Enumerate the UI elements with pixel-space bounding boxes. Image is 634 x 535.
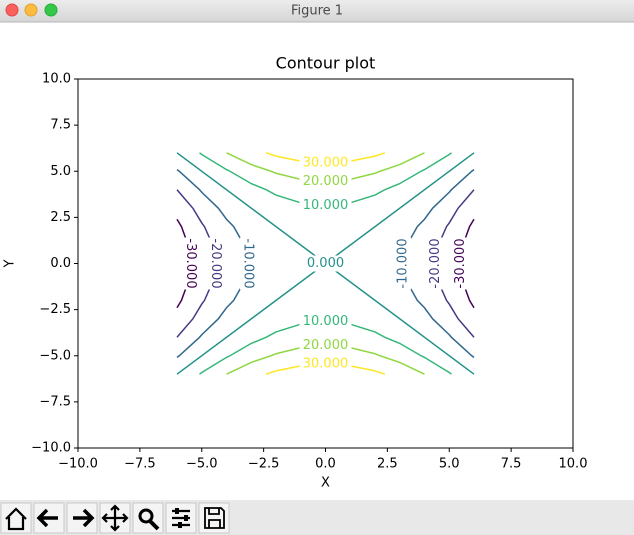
- pan-icon: [101, 504, 129, 532]
- contour-label-group: 10.000: [299, 197, 352, 214]
- y-tick-label: 7.5: [50, 118, 71, 133]
- contour-label: 20.000: [303, 338, 349, 353]
- toolbar-buttons: [0, 502, 230, 534]
- contour-label-group: -20.000: [427, 237, 444, 290]
- contour-label-bg: [299, 154, 352, 171]
- zoom-icon-handle: [148, 519, 160, 531]
- contour-label-bg: [299, 356, 352, 373]
- contour-label-group: -30.000: [452, 237, 469, 290]
- contour-label-bg: [299, 255, 352, 272]
- plot: Contour plot X Y -30.000 -30.000 -20.000 -20.0…: [3, 54, 588, 491]
- contour-label: -20.000: [428, 238, 443, 288]
- contour-label-group: -10.000: [395, 237, 412, 290]
- contour-label: 10.000: [303, 198, 349, 213]
- x-tick-label: −7.5: [124, 457, 156, 472]
- contour-label-group: 20.000: [299, 173, 352, 190]
- contour-label-group: -20.000: [207, 237, 224, 290]
- contour-label-bg: [239, 237, 256, 290]
- x-tick-label: 2.5: [377, 457, 398, 472]
- y-tick-label: −5.0: [39, 348, 71, 363]
- y-tick-label: −7.5: [39, 394, 71, 409]
- y-tick-label: 5.0: [50, 164, 71, 179]
- y-tick-label: 0.0: [50, 256, 71, 271]
- back-icon: [36, 508, 58, 528]
- contour-label-group: 10.000: [299, 313, 352, 330]
- contour-label: 30.000: [303, 155, 349, 170]
- close-button[interactable]: [5, 3, 19, 17]
- contour-label: -30.000: [453, 238, 468, 288]
- contour-label: -20.000: [208, 238, 223, 288]
- window-title: Figure 1: [291, 4, 343, 19]
- contour-label-bg: [299, 313, 352, 330]
- contour-label: 20.000: [303, 174, 349, 189]
- contour-label-bg: [395, 237, 412, 290]
- x-axis-label: X: [321, 476, 330, 491]
- contour-label-bg: [299, 197, 352, 214]
- x-tick-label: 7.5: [501, 457, 522, 472]
- contour-label-bg: [182, 237, 199, 290]
- x-tick-label: 0.0: [315, 457, 336, 472]
- contour-label: -10.000: [396, 238, 411, 288]
- axes-frame: [77, 78, 574, 449]
- contour-label: 30.000: [303, 357, 349, 372]
- contour-label: -10.000: [240, 238, 255, 288]
- zoom-button[interactable]: [44, 3, 58, 17]
- zoom-icon: [138, 508, 154, 524]
- contour-label-group: 0.000: [299, 255, 352, 272]
- save-icon: [204, 507, 225, 529]
- contour-label-group: 30.000: [299, 356, 352, 373]
- configure-icon-knobs: [175, 508, 188, 528]
- contour-label: 0.000: [307, 256, 344, 271]
- home-icon: [5, 507, 27, 531]
- y-tick-label: −2.5: [39, 302, 71, 317]
- minimize-button[interactable]: [24, 3, 38, 17]
- y-axis-label: Y: [3, 259, 18, 268]
- contour-label-group: -30.000: [182, 237, 199, 290]
- forward-icon: [73, 508, 95, 528]
- contour-label-bg: [299, 337, 352, 354]
- contour-label-group: 20.000: [299, 337, 352, 354]
- contour-label: -30.000: [183, 238, 198, 288]
- x-tick-label: 5.0: [439, 457, 460, 472]
- y-tick-label: 2.5: [50, 210, 71, 225]
- x-tick-label: −5.0: [186, 457, 218, 472]
- y-tick-label: 10.0: [42, 72, 71, 87]
- contour-label-group: -10.000: [239, 237, 256, 290]
- title-bar: [0, 0, 634, 22]
- x-tick-label: −10.0: [58, 457, 98, 472]
- contour-label-bg: [299, 173, 352, 190]
- contour-label-group: 30.000: [299, 154, 352, 171]
- contour-label: 10.000: [303, 314, 349, 329]
- x-tick-label: 10.0: [559, 457, 588, 472]
- y-tick-label: −10.0: [31, 441, 71, 456]
- chart-title: Contour plot: [276, 54, 376, 73]
- contour-label-bg: [452, 237, 469, 290]
- x-tick-label: −2.5: [248, 457, 280, 472]
- contour-label-bg: [207, 237, 224, 290]
- contour-label-bg: [427, 237, 444, 290]
